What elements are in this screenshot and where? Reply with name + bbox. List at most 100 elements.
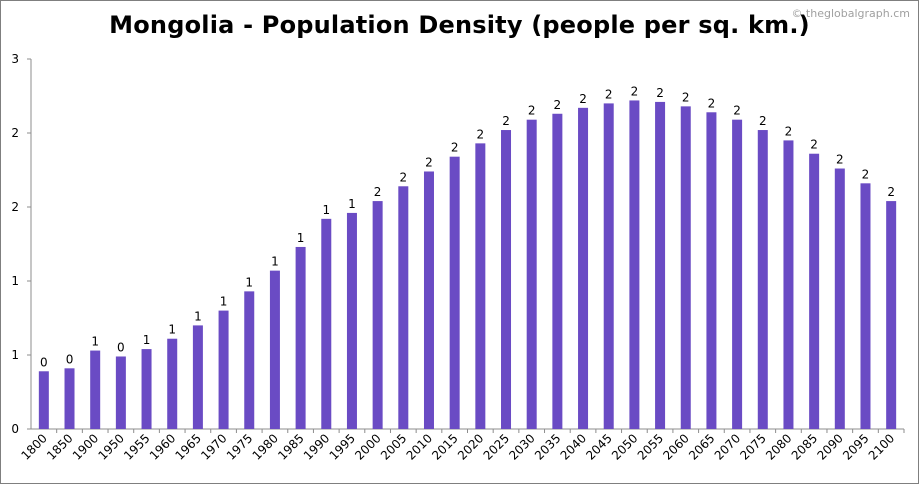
data-label: 0 [66, 352, 74, 366]
watermark: © theglobalgraph.cm [791, 7, 910, 20]
x-tick-label: 2015 [429, 431, 460, 462]
bar [64, 368, 75, 429]
data-label: 1 [91, 335, 99, 349]
x-tick-label: 2000 [352, 431, 383, 462]
data-label: 2 [399, 170, 407, 184]
bar [218, 310, 229, 429]
x-tick-label: 2090 [814, 431, 845, 462]
x-tick-label: 1960 [147, 431, 178, 462]
data-label: 2 [579, 92, 587, 106]
data-label: 2 [451, 141, 459, 155]
x-tick-label: 2050 [609, 431, 640, 462]
x-tick-label: 1950 [95, 431, 126, 462]
bar [706, 112, 717, 429]
x-tick-label: 2070 [712, 431, 743, 462]
x-tick-label: 1955 [121, 431, 152, 462]
x-tick-label: 2100 [866, 431, 897, 462]
bar [244, 291, 255, 429]
data-label: 2 [810, 138, 818, 152]
x-tick-label: 2060 [660, 431, 691, 462]
x-tick-label: 2095 [840, 431, 871, 462]
x-tick-label: 1970 [198, 431, 229, 462]
data-label: 2 [477, 127, 485, 141]
x-tick-label: 2020 [455, 431, 486, 462]
data-label: 1 [168, 323, 176, 337]
data-label: 1 [348, 197, 356, 211]
data-label: 1 [322, 203, 330, 217]
data-label: 2 [682, 90, 690, 104]
bar [860, 183, 871, 429]
data-label: 0 [117, 340, 125, 354]
y-tick-label: 2 [11, 200, 19, 214]
bar [501, 130, 512, 430]
x-tick-label: 2055 [635, 431, 666, 462]
data-label: 2 [887, 185, 895, 199]
data-label: 1 [220, 295, 228, 309]
data-label: 2 [836, 153, 844, 167]
y-tick-label: 1 [11, 274, 19, 288]
x-tick-label: 2010 [404, 431, 435, 462]
bar [757, 130, 768, 430]
data-label: 2 [631, 84, 639, 98]
bar [346, 212, 357, 429]
bar [655, 101, 666, 430]
data-label: 1 [245, 275, 253, 289]
data-label: 1 [194, 309, 202, 323]
bar [295, 246, 306, 429]
bar [603, 103, 614, 430]
y-tick-label: 3 [11, 52, 19, 66]
bar [449, 156, 460, 429]
y-tick-label: 0 [11, 422, 19, 436]
data-label: 2 [708, 96, 716, 110]
x-tick-label: 1800 [18, 431, 49, 462]
x-tick-label: 1990 [301, 431, 332, 462]
data-label: 2 [502, 114, 510, 128]
data-label: 2 [605, 87, 613, 101]
x-tick-label: 2045 [583, 431, 614, 462]
y-tick-label: 1 [11, 348, 19, 362]
bar [475, 143, 486, 430]
x-tick-label: 2065 [686, 431, 717, 462]
x-tick-label: 1985 [275, 431, 306, 462]
x-tick-label: 2075 [737, 431, 768, 462]
data-label: 2 [425, 155, 433, 169]
bar [115, 356, 126, 429]
x-tick-label: 2035 [532, 431, 563, 462]
data-label: 2 [374, 185, 382, 199]
bar [809, 153, 820, 429]
x-tick-label: 2040 [558, 431, 589, 462]
bar [38, 371, 49, 429]
bar [834, 168, 845, 429]
bar [141, 349, 152, 429]
bar [526, 119, 537, 430]
x-tick-label: 1850 [44, 431, 75, 462]
bar [90, 350, 101, 429]
x-tick-label: 1965 [173, 431, 204, 462]
data-label: 2 [528, 104, 536, 118]
data-label: 2 [759, 114, 767, 128]
bar [372, 201, 383, 429]
bar [886, 201, 897, 429]
data-label: 1 [297, 231, 305, 245]
x-tick-label: 1900 [70, 431, 101, 462]
data-label: 1 [271, 255, 279, 269]
x-tick-label: 2080 [763, 431, 794, 462]
bar [552, 113, 563, 429]
bar [732, 119, 743, 430]
chart-title: Mongolia - Population Density (people pe… [109, 11, 810, 39]
y-tick-label: 2 [11, 126, 19, 140]
bar [629, 100, 640, 429]
data-label: 2 [785, 124, 793, 138]
bar [783, 140, 794, 429]
x-tick-label: 1995 [327, 431, 358, 462]
bar [423, 171, 434, 430]
data-label: 2 [862, 167, 870, 181]
x-tick-label: 1980 [250, 431, 281, 462]
bar [269, 270, 280, 429]
x-tick-label: 2030 [506, 431, 537, 462]
data-label: 2 [554, 98, 562, 112]
x-tick-label: 2025 [481, 431, 512, 462]
data-label: 0 [40, 355, 48, 369]
